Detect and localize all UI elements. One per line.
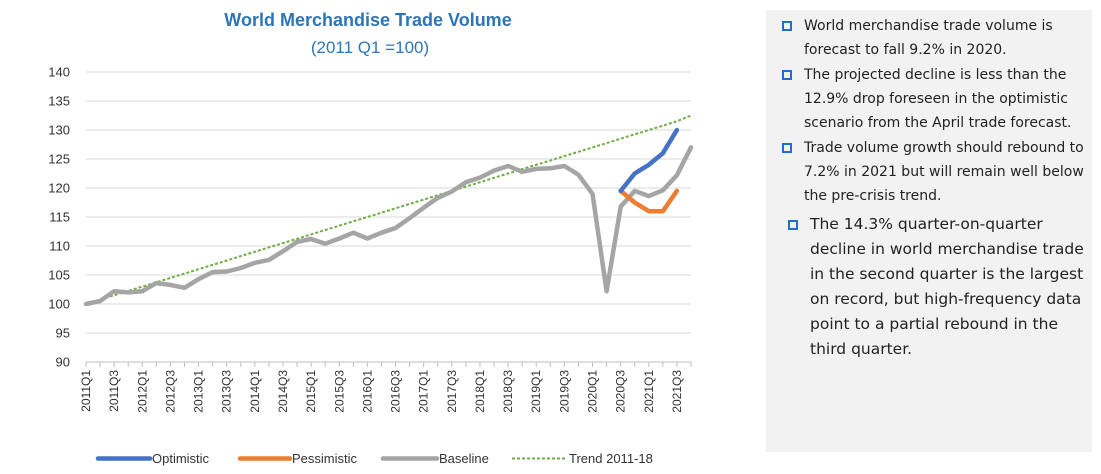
x-tick-label: 2018Q1 (473, 370, 487, 413)
x-tick-label: 2019Q1 (529, 370, 543, 413)
line-chart: World Merchandise Trade Volume (2011 Q1 … (48, 10, 694, 466)
x-tick-label: 2015Q1 (304, 370, 318, 413)
y-tick-label: 110 (49, 239, 70, 254)
x-tick-label: 2017Q1 (417, 370, 431, 413)
y-tick-label: 140 (48, 65, 70, 80)
legend-label: Trend 2011-18 (569, 451, 653, 466)
x-tick-label: 2014Q1 (248, 370, 262, 413)
y-tick-label: 100 (48, 297, 70, 312)
note-text: Trade volume growth should rebound to 7.… (804, 140, 1084, 204)
square-bullet-icon (788, 220, 798, 230)
x-tick-label: 2011Q1 (79, 370, 93, 412)
x-tick-label: 2020Q3 (614, 370, 628, 413)
x-tick-label: 2014Q3 (276, 370, 290, 413)
chart-title: World Merchandise Trade Volume (224, 10, 511, 30)
y-tick-label: 105 (48, 268, 70, 283)
chart-area: World Merchandise Trade Volume (2011 Q1 … (48, 10, 694, 466)
x-tick-label: 2013Q1 (192, 370, 206, 413)
series-lines (83, 114, 694, 307)
legend: Optimistic Pessimistic Baseline Trend 2011-… (95, 451, 653, 466)
series-line-pessimistic (618, 188, 680, 214)
x-tick-label: 2012Q1 (135, 370, 149, 413)
y-tick-label: 130 (48, 123, 70, 138)
x-axis: 2011Q1 2011Q3 2012Q1 2012Q3 2013Q1 2013Q3 2014… (79, 362, 692, 413)
x-tick-label: 2019Q3 (557, 370, 571, 413)
series-line-trend-2011-18 (85, 114, 692, 305)
x-tick-label: 2013Q3 (220, 370, 234, 413)
y-tick-label: 135 (48, 94, 70, 109)
x-tick-label: 2020Q1 (586, 370, 600, 413)
note-text: World merchandise trade volume is foreca… (804, 18, 1053, 58)
square-bullet-icon (782, 143, 792, 153)
legend-label: Baseline (439, 451, 489, 466)
x-tick-label: 2017Q3 (445, 370, 459, 413)
x-tick-label: 2016Q3 (389, 370, 403, 413)
note-text: The projected decline is less than the 1… (804, 67, 1072, 131)
x-tick-label: 2021Q1 (642, 370, 656, 413)
x-tick-label: 2016Q1 (360, 370, 374, 413)
series-line-optimistic (618, 127, 680, 194)
legend-label: Optimistic (152, 451, 210, 466)
note-item: Trade volume growth should rebound to 7.… (782, 136, 1084, 208)
y-tick-label: 90 (56, 355, 70, 370)
x-tick-label: 2012Q3 (163, 370, 177, 413)
note-text: The 14.3% quarter-on-quarter decline in … (810, 215, 1084, 358)
chart-subtitle: (2011 Q1 =100) (311, 38, 429, 57)
legend-label: Pessimistic (292, 451, 358, 466)
notes-panel: World merchandise trade volume is foreca… (766, 10, 1092, 452)
y-tick-label: 125 (48, 152, 70, 167)
series-line-baseline (83, 145, 694, 307)
note-item: World merchandise trade volume is foreca… (782, 14, 1084, 62)
square-bullet-icon (782, 70, 792, 80)
grid (86, 71, 691, 363)
y-tick-label: 95 (56, 326, 70, 341)
x-tick-label: 2021Q3 (670, 370, 684, 413)
note-item: The projected decline is less than the 1… (782, 63, 1084, 135)
x-tick-label: 2018Q3 (501, 370, 515, 413)
x-tick-label: 2011Q3 (107, 370, 121, 412)
note-item: The 14.3% quarter-on-quarter decline in … (782, 212, 1084, 362)
x-tick-label: 2015Q3 (332, 370, 346, 413)
y-tick-label: 120 (48, 181, 70, 196)
y-axis: 90 95 100 105 110 115 120 125 130 135 140 (48, 65, 70, 370)
square-bullet-icon (782, 21, 792, 31)
y-tick-label: 115 (49, 210, 70, 225)
